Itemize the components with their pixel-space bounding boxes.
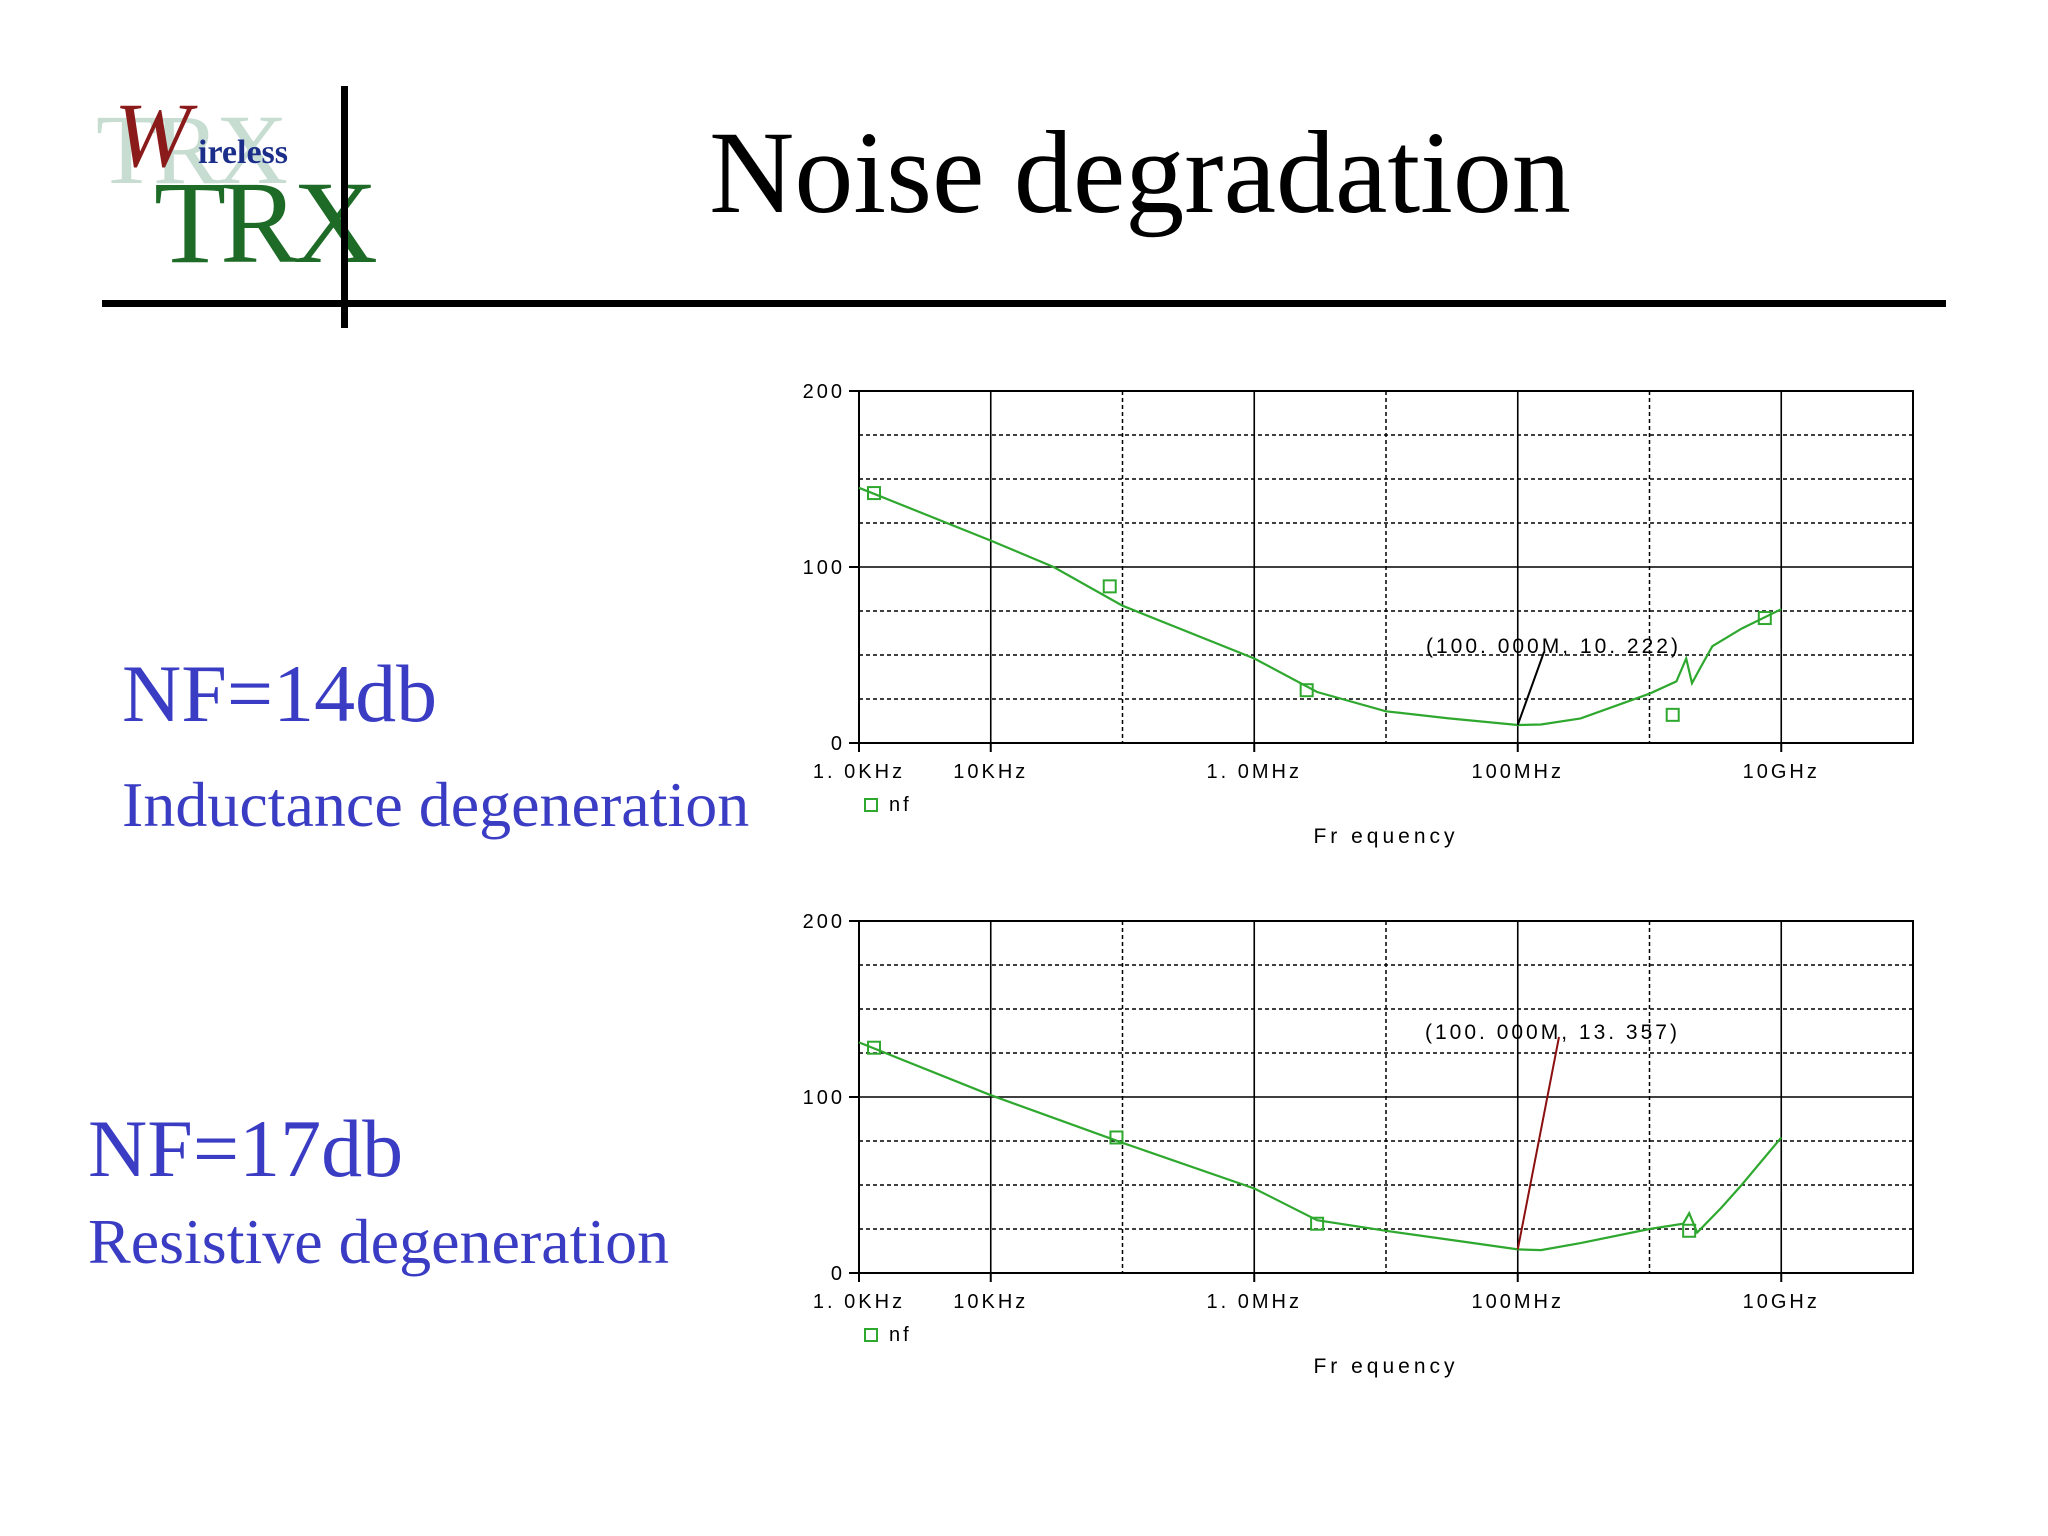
x-tick-label: 1. 0KHz [813, 761, 905, 783]
series-marker-nf [1310, 1216, 1325, 1231]
series-marker-nf [1757, 611, 1772, 626]
legend-label: nf [889, 794, 912, 816]
x-tick-label: 1. 0MHz [1207, 761, 1302, 783]
legend-marker [864, 1328, 878, 1342]
series-marker-nf [1109, 1130, 1124, 1145]
x-tick-label: 1. 0KHz [813, 1291, 905, 1313]
slide-title: Noise degradation [709, 107, 1571, 238]
x-tick-label: 10KHz [953, 761, 1028, 783]
series-marker-nf [1665, 707, 1680, 722]
description-top: Inductance degeneration [122, 769, 750, 840]
annotation-leader [1516, 1036, 1560, 1250]
series-marker-nf [1102, 579, 1117, 594]
x-axis-label: Fr equency [1313, 825, 1458, 848]
annotation-leader [1516, 651, 1545, 726]
annotation-label: (100. 000M, 10. 222) [1426, 635, 1681, 658]
title-horizontal-rule [102, 300, 1946, 307]
legend-marker [864, 798, 878, 812]
series-marker-nf [867, 486, 882, 501]
series-marker-nf [1682, 1223, 1697, 1238]
y-tick-label: 100 [803, 1087, 845, 1109]
description-bottom: Resistive degeneration [88, 1206, 670, 1277]
x-tick-label: 10GHz [1743, 1291, 1820, 1313]
x-tick-label: 1. 0MHz [1207, 1291, 1302, 1313]
y-tick-label: 0 [831, 1263, 845, 1285]
nf-value-bottom: NF=17db [88, 1103, 404, 1194]
x-tick-label: 10KHz [953, 1291, 1028, 1313]
nf-value-top: NF=14db [122, 648, 438, 739]
logo-word: ireless [198, 134, 289, 171]
series-marker-nf [867, 1040, 882, 1055]
series-line-nf [858, 1041, 1783, 1252]
x-tick-label: 10GHz [1743, 761, 1820, 783]
logo-watermark: TRX [96, 94, 288, 205]
y-tick-label: 0 [831, 733, 845, 755]
logo: TRX W ireless TRX [96, 82, 378, 282]
chart-inductance: 0 100 200 1. 0KHz 10KHz 1. 0MHz 100MHz 10GHz (10… [780, 370, 1920, 850]
annotation-label: (100. 000M, 13. 357) [1425, 1021, 1680, 1044]
legend-label: nf [889, 1324, 912, 1346]
chart-resistive: 0 100 200 1. 0KHz 10KHz 1. 0MHz 100MHz 10GHz (10… [780, 900, 1920, 1380]
series-marker-nf [1299, 683, 1314, 698]
y-tick-label: 200 [803, 911, 845, 933]
y-tick-label: 200 [803, 381, 845, 403]
chart-resistive-svg: 0 100 200 1. 0KHz 10KHz 1. 0MHz 100MHz 10GHz (10… [803, 911, 1914, 1378]
logo-letter-w: W [114, 84, 191, 186]
logo-brand: TRX [154, 157, 378, 288]
title-vertical-rule [341, 86, 348, 328]
chart-inductance-svg: 0 100 200 1. 0KHz 10KHz 1. 0MHz 100MHz 10GHz (10… [803, 381, 1914, 848]
x-tick-label: 100MHz [1472, 761, 1564, 783]
x-axis-label: Fr equency [1313, 1355, 1458, 1378]
x-tick-label: 100MHz [1472, 1291, 1564, 1313]
y-tick-label: 100 [803, 557, 845, 579]
series-line-nf [858, 486, 1782, 727]
